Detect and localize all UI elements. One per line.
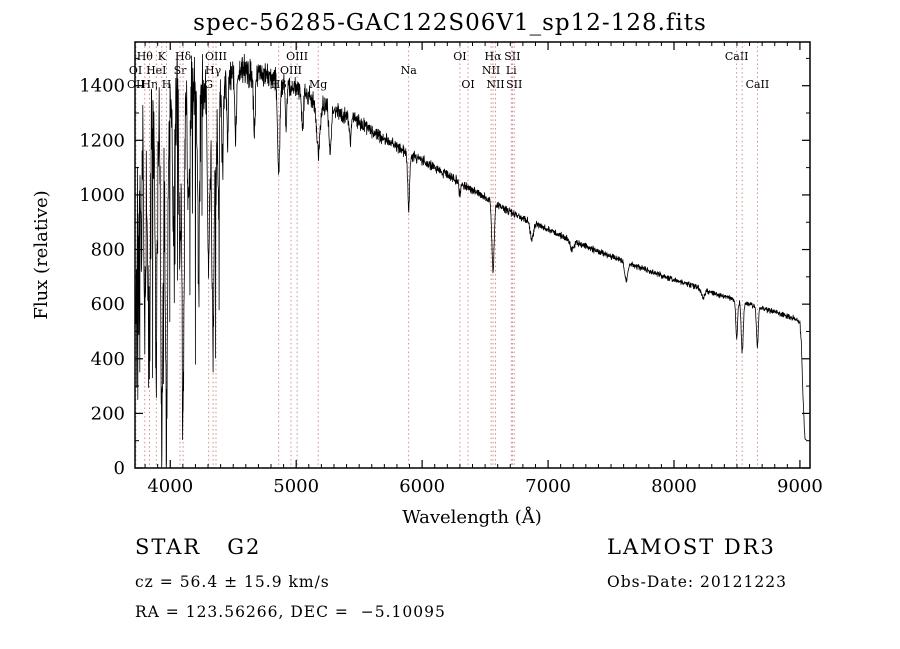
axes-group: 4000 5000 6000 7000 8000 9000 0 200 400 600 800 100… xyxy=(79,41,823,497)
y-tick-label: 600 xyxy=(91,294,125,315)
plot-frame xyxy=(134,41,811,469)
spectral-line-label: OI xyxy=(453,50,466,63)
y-tick-label: 800 xyxy=(91,240,125,261)
cz-velocity-value: cz = 56.4 ± 15.9 km/s xyxy=(135,573,330,591)
ra-dec-coordinates: RA = 123.56266, DEC = −5.10095 xyxy=(135,603,446,621)
spectral-line-label: H xyxy=(162,78,172,91)
x-tick-label: 5000 xyxy=(273,476,319,497)
spectral-line-label: OIII xyxy=(205,50,227,63)
plot-title: spec-56285-GAC122S06V1_sp12-128.fits xyxy=(193,10,707,36)
spectral-line-label: OIII xyxy=(280,64,302,77)
spectral-line-label: Hδ xyxy=(175,50,192,63)
y-tick-label: 0 xyxy=(114,458,125,479)
spectral-line-label: Li xyxy=(506,64,517,77)
spectral-line-label: OI xyxy=(461,78,474,91)
spectral-line-label: CaII xyxy=(725,50,749,63)
spectral-line-label: NII xyxy=(486,78,504,91)
survey-release-label: LAMOST DR3 xyxy=(607,535,776,559)
observation-date: Obs-Date: 20121223 xyxy=(607,573,787,591)
y-tick-label: 1400 xyxy=(79,76,125,97)
y-tick-label: 1000 xyxy=(79,185,125,206)
spectral-line-label: Hγ xyxy=(205,64,222,77)
x-axis-label: Wavelength (Å) xyxy=(402,506,542,528)
y-tick-label: 400 xyxy=(91,349,125,370)
x-tick-label: 4000 xyxy=(147,476,193,497)
spectral-line-label: Sr xyxy=(174,64,188,77)
object-class-label: STAR G2 xyxy=(135,535,262,559)
y-tick-label: 200 xyxy=(91,403,125,424)
x-tick-label: 6000 xyxy=(399,476,445,497)
x-tick-label: 8000 xyxy=(651,476,697,497)
y-axis-label: Flux (relative) xyxy=(31,190,52,319)
spectral-line-label: HeI xyxy=(146,64,166,77)
x-tick-label: 9000 xyxy=(777,476,823,497)
spectral-line-label: Hα xyxy=(484,50,502,63)
spectral-line-label: OIII xyxy=(286,50,308,63)
spectral-line-label: NII xyxy=(482,64,500,77)
spectral-line-label: K xyxy=(158,50,167,63)
spectral-line-label: SII xyxy=(506,78,522,91)
y-tick-label: 1200 xyxy=(79,130,125,151)
spectral-line-label: SII xyxy=(504,50,520,63)
spectral-line-label: Mg xyxy=(309,78,327,91)
spectrum-trace-group xyxy=(134,53,807,468)
spectral-line-label: Hη xyxy=(141,78,157,91)
spectrum-trace xyxy=(134,53,807,468)
x-tick-label: 7000 xyxy=(525,476,571,497)
spectral-line-label: OII xyxy=(127,78,145,91)
spectral-line-label: CaII xyxy=(746,78,770,91)
spectral-line-label: Hθ xyxy=(137,50,154,63)
spectral-line-label: G xyxy=(204,78,213,91)
spectral-line-label: Na xyxy=(401,64,418,77)
